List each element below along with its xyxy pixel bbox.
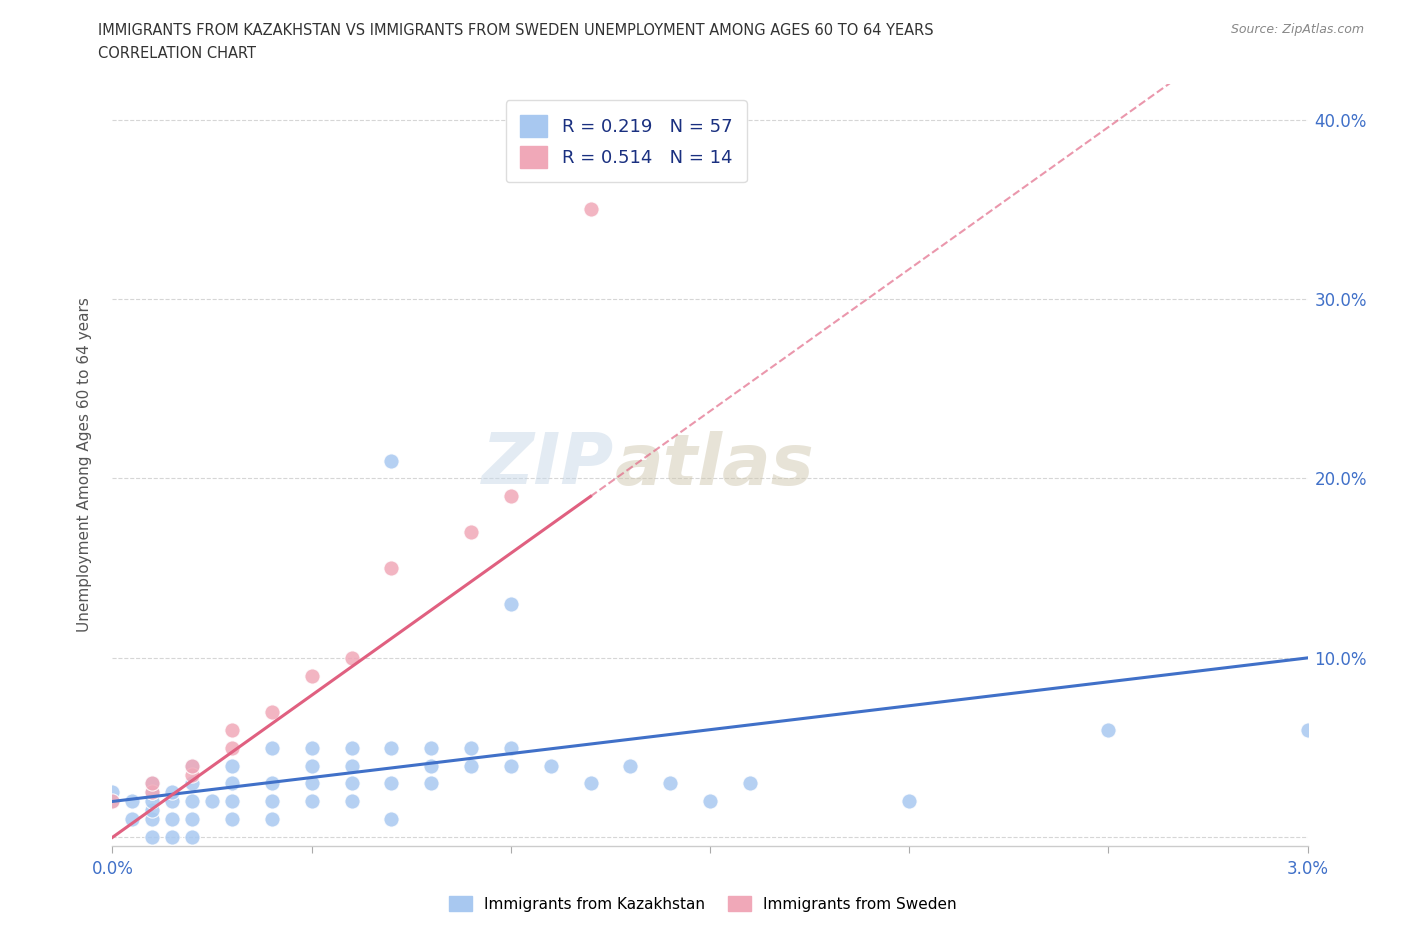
Point (181, 776, 204, 790)
Text: ZIP: ZIP (482, 431, 614, 499)
Point (420, 776, 443, 790)
Point (540, 758, 562, 773)
Legend: R = 0.219   N = 57, R = 0.514   N = 14: R = 0.219 N = 57, R = 0.514 N = 14 (506, 100, 747, 182)
Point (340, 650, 363, 665)
Point (340, 794, 363, 809)
Point (499, 758, 522, 773)
Point (1097, 723, 1119, 737)
Point (101, 794, 124, 809)
Y-axis label: Unemployment Among Ages 60 to 64 years: Unemployment Among Ages 60 to 64 years (77, 298, 91, 632)
Point (221, 776, 243, 790)
Point (699, 794, 721, 809)
Legend: Immigrants from Kazakhstan, Immigrants from Sweden: Immigrants from Kazakhstan, Immigrants f… (443, 889, 963, 918)
Point (301, 794, 323, 809)
Point (141, 803, 163, 817)
Point (260, 794, 283, 809)
Point (301, 669, 323, 684)
Point (141, 785, 163, 800)
Point (499, 489, 522, 504)
Text: CORRELATION CHART: CORRELATION CHART (98, 46, 256, 61)
Point (162, 785, 183, 800)
Point (499, 597, 522, 612)
Point (460, 525, 482, 539)
Point (380, 453, 402, 468)
Point (579, 202, 602, 217)
Point (221, 812, 243, 827)
Point (181, 794, 204, 809)
Point (460, 740, 482, 755)
Point (221, 740, 243, 755)
Point (141, 794, 163, 809)
Point (221, 758, 243, 773)
Point (1296, 723, 1319, 737)
Point (141, 776, 163, 790)
Point (141, 776, 163, 790)
Point (162, 830, 183, 844)
Point (738, 776, 761, 790)
Point (181, 758, 204, 773)
Point (380, 740, 402, 755)
Point (340, 758, 363, 773)
Point (121, 812, 143, 827)
Point (898, 794, 921, 809)
Point (141, 785, 163, 800)
Point (260, 740, 283, 755)
Point (162, 812, 183, 827)
Point (301, 740, 323, 755)
Point (201, 794, 224, 809)
Point (221, 723, 243, 737)
Point (181, 767, 204, 782)
Point (181, 812, 204, 827)
Point (420, 758, 443, 773)
Point (260, 776, 283, 790)
Point (579, 776, 602, 790)
Point (181, 758, 204, 773)
Point (499, 740, 522, 755)
Point (141, 830, 163, 844)
Point (101, 794, 124, 809)
Point (619, 758, 641, 773)
Point (141, 812, 163, 827)
Point (121, 794, 143, 809)
Text: IMMIGRANTS FROM KAZAKHSTAN VS IMMIGRANTS FROM SWEDEN UNEMPLOYMENT AMONG AGES 60 : IMMIGRANTS FROM KAZAKHSTAN VS IMMIGRANTS… (98, 23, 934, 38)
Point (162, 794, 183, 809)
Point (221, 794, 243, 809)
Point (340, 740, 363, 755)
Point (301, 758, 323, 773)
Point (420, 740, 443, 755)
Point (460, 758, 482, 773)
Text: Source: ZipAtlas.com: Source: ZipAtlas.com (1230, 23, 1364, 36)
Text: atlas: atlas (614, 431, 814, 499)
Point (380, 812, 402, 827)
Point (380, 561, 402, 576)
Point (380, 776, 402, 790)
Point (301, 776, 323, 790)
Point (260, 812, 283, 827)
Point (260, 704, 283, 719)
Point (101, 785, 124, 800)
Point (181, 830, 204, 844)
Point (340, 776, 363, 790)
Point (659, 776, 682, 790)
